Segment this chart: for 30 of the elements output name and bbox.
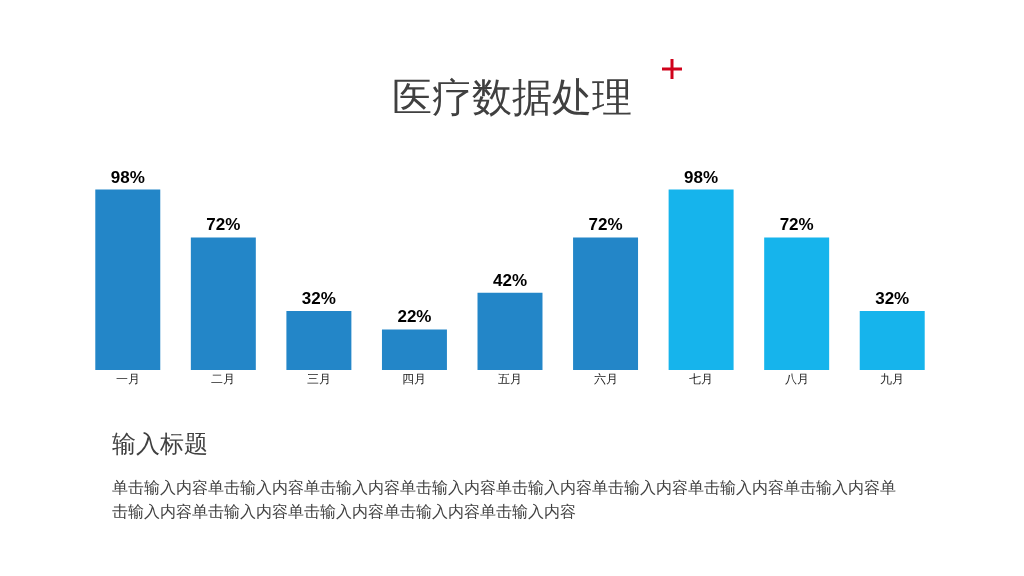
x-tick-label: 四月 [402, 370, 427, 387]
bar [573, 237, 639, 370]
bar [190, 237, 256, 370]
x-tick-label: 五月 [498, 370, 522, 387]
data-label: 72% [206, 215, 241, 235]
bar [286, 311, 352, 370]
x-tick-label: 三月 [306, 370, 331, 387]
bar [859, 311, 925, 370]
x-tick-label: 二月 [211, 370, 236, 387]
x-tick-label: 六月 [593, 370, 618, 387]
data-label: 72% [588, 215, 623, 235]
bar [95, 189, 161, 370]
data-label: 72% [779, 215, 814, 235]
x-tick-label: 七月 [689, 370, 714, 387]
bar [764, 237, 830, 370]
data-label: 32% [875, 289, 910, 309]
bar [668, 189, 734, 370]
data-label: 42% [492, 270, 528, 290]
bar [381, 329, 447, 370]
data-label: 32% [301, 289, 336, 309]
bar [477, 292, 543, 370]
text: 单击输入内容单击输入内容单击输入内容单击输入内容单击输入内容单击输入内容单击输入内容单击输入内容单击输入内容单击输入内容单击输入内容单击输入内容单击输入内容 [112, 478, 897, 523]
x-tick-label: 八月 [784, 370, 809, 387]
x-tick-label: 九月 [880, 370, 905, 387]
x-tick-label: 一月 [115, 370, 140, 387]
text: 输入标题 [112, 429, 208, 460]
chart-title: 医疗数据处理 [391, 73, 633, 122]
data-label: 98% [110, 167, 145, 187]
data-label: 22% [397, 307, 432, 327]
data-label: 98% [684, 167, 719, 187]
